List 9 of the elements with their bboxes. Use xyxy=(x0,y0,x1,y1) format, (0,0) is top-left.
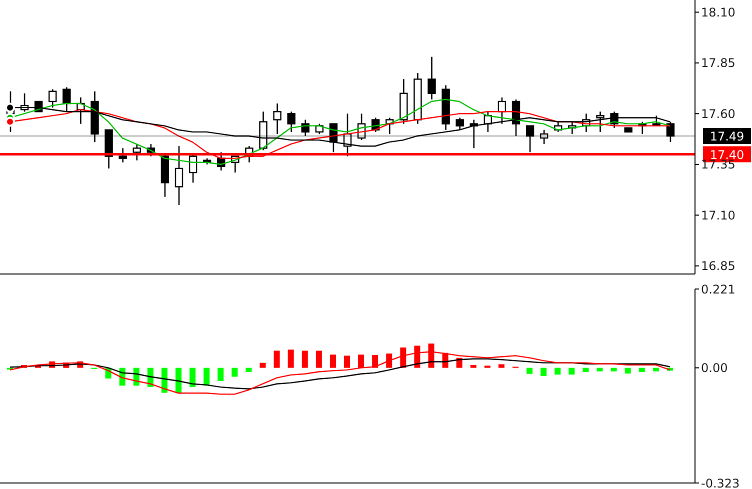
y-tick-label: 17.60 xyxy=(701,106,736,121)
y-tick-label: 16.85 xyxy=(701,259,736,274)
y-tick-label: 17.10 xyxy=(701,208,736,222)
y-tick-label: 0.00 xyxy=(701,361,728,376)
y-tick-label: 18.10 xyxy=(701,5,736,20)
y-tick-label: -0.323 xyxy=(701,476,740,489)
ref-line-label: 17.49 xyxy=(710,129,744,144)
y-tick-label: 0.221 xyxy=(701,282,736,296)
y-tick-label: 17.85 xyxy=(701,56,736,70)
